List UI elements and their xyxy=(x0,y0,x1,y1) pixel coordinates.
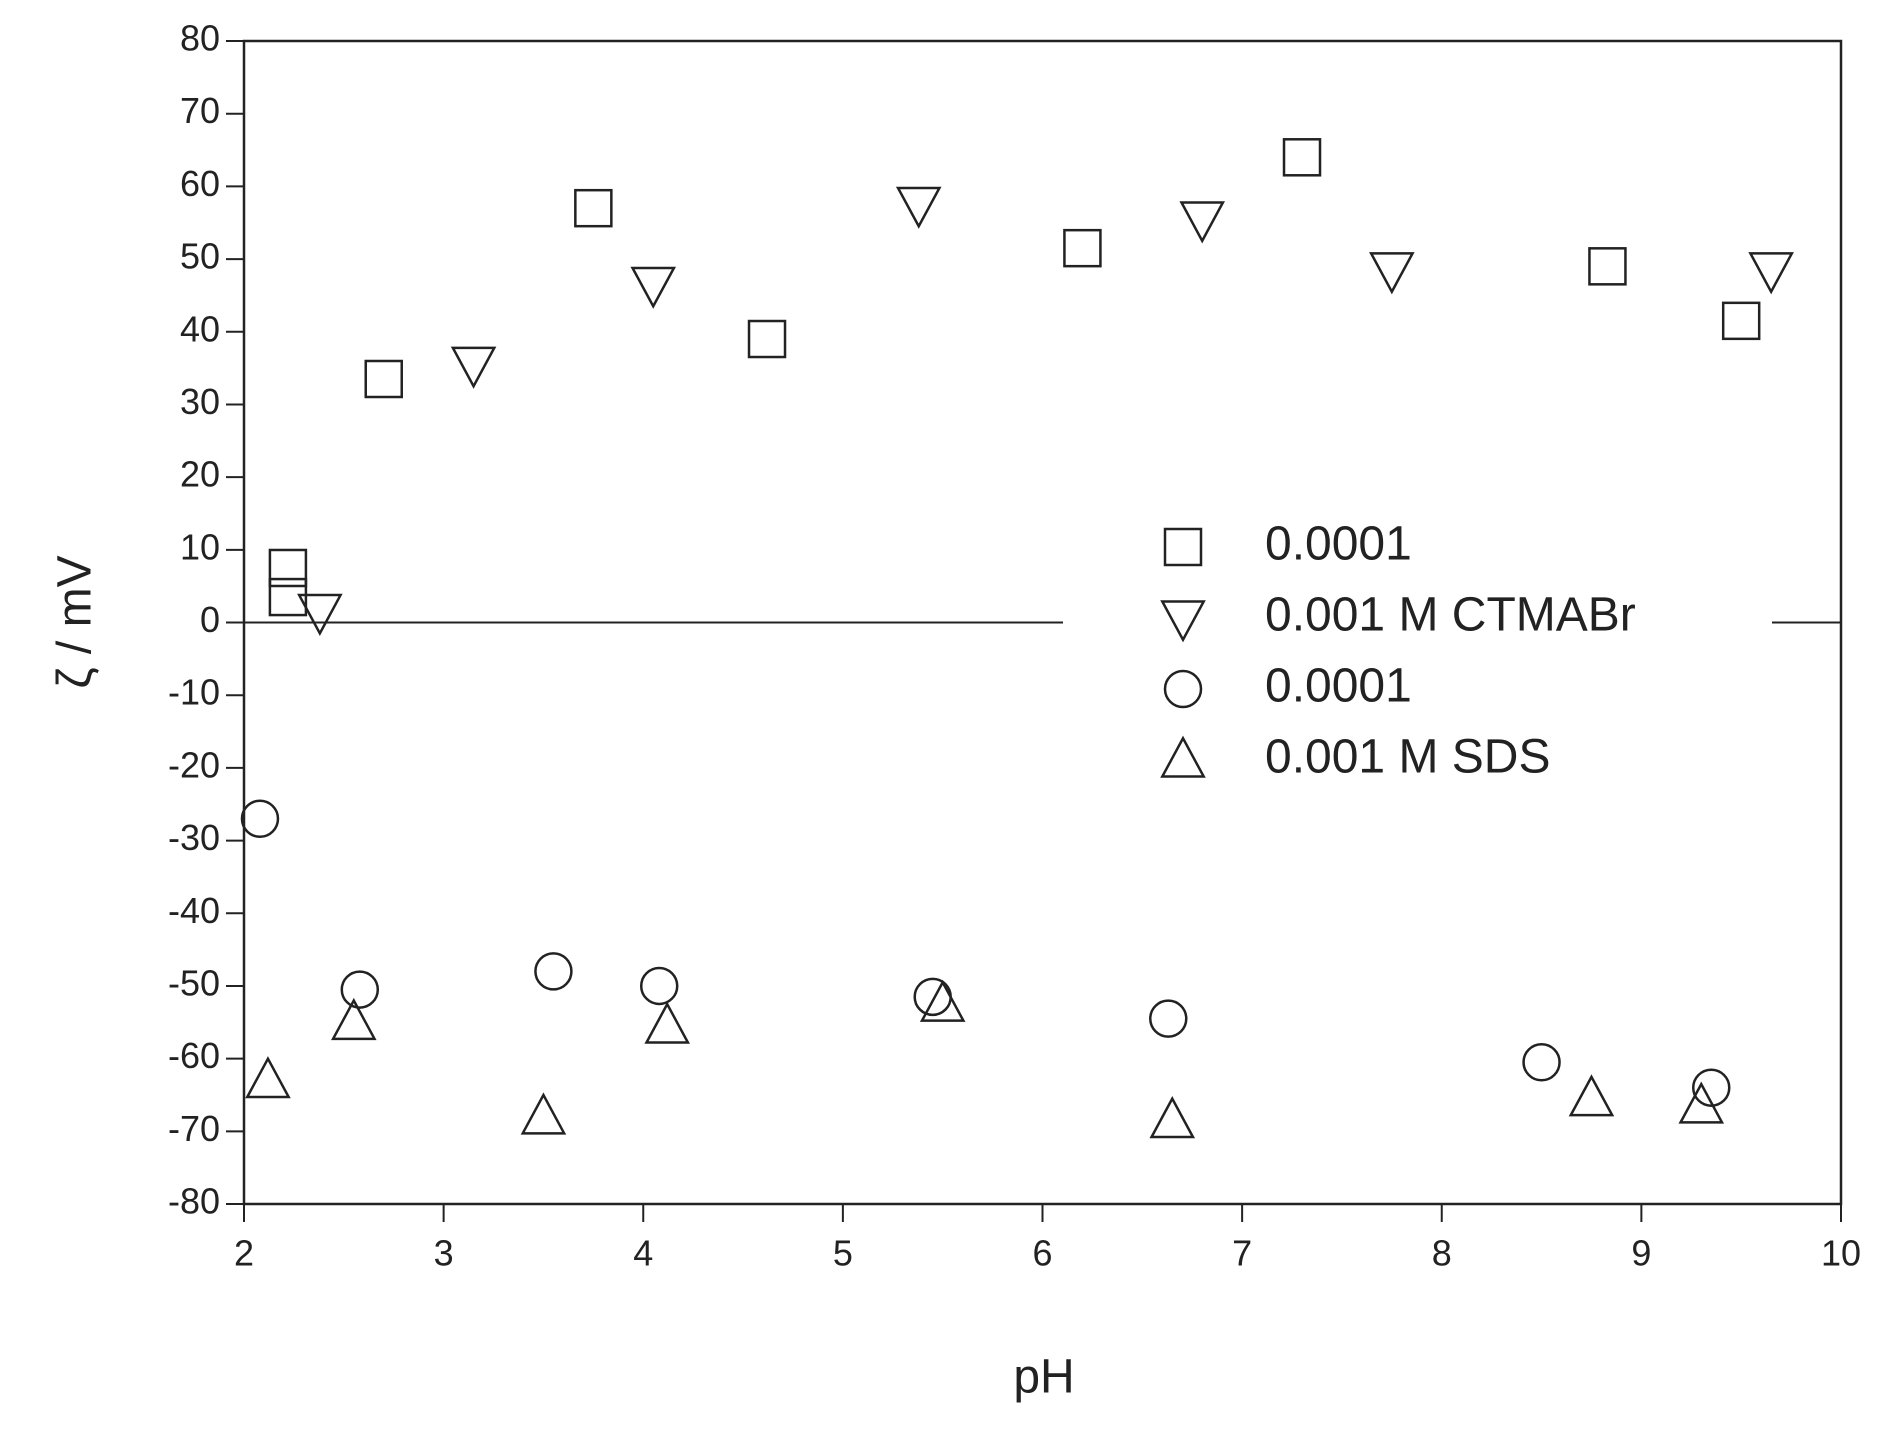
marker-triangle-up xyxy=(1160,735,1206,778)
marker-square xyxy=(1063,228,1102,268)
marker-circle xyxy=(913,977,952,1017)
x-tick-label: 6 xyxy=(1032,1233,1052,1274)
x-tick-label: 9 xyxy=(1631,1233,1651,1274)
marker-circle xyxy=(240,799,280,839)
marker-square xyxy=(1721,301,1761,341)
marker-triangle-down xyxy=(1179,201,1225,244)
marker-square xyxy=(1588,247,1627,286)
x-axis-label: pH xyxy=(1013,1351,1074,1404)
y-tick-label: 50 xyxy=(180,236,220,277)
marker-circle xyxy=(340,970,380,1009)
y-tick-label: -60 xyxy=(168,1035,220,1076)
marker-circle xyxy=(1691,1068,1731,1107)
marker-square xyxy=(268,577,308,617)
y-tick-label: -40 xyxy=(168,890,220,931)
marker-triangle-up xyxy=(919,979,966,1022)
marker-triangle-up xyxy=(1568,1074,1615,1117)
marker-circle xyxy=(639,966,679,1006)
y-tick-label: 60 xyxy=(180,163,220,204)
y-tick-label: 40 xyxy=(180,308,220,349)
y-tick-label: -80 xyxy=(168,1181,220,1222)
legend-box xyxy=(1063,511,1772,794)
marker-triangle-up xyxy=(1149,1096,1196,1139)
legend-label: 0.0001 xyxy=(1265,660,1412,713)
marker-square xyxy=(1282,138,1322,177)
marker-triangle-down xyxy=(895,186,942,229)
marker-triangle-down xyxy=(1748,252,1794,295)
marker-triangle-down xyxy=(1160,600,1206,643)
marker-triangle-down xyxy=(630,266,677,309)
marker-triangle-down xyxy=(1369,252,1415,295)
marker-square xyxy=(1163,527,1203,567)
y-axis-label: ζ / mV xyxy=(49,555,102,688)
x-tick-label: 3 xyxy=(434,1233,454,1274)
marker-triangle-up xyxy=(520,1092,567,1135)
marker-triangle-up xyxy=(330,997,377,1041)
legend-label: 0.001 M SDS xyxy=(1265,731,1550,784)
marker-triangle-up xyxy=(644,1001,691,1044)
marker-circle xyxy=(1149,999,1188,1038)
marker-circle xyxy=(1522,1043,1561,1082)
y-tick-label: 80 xyxy=(180,18,220,59)
y-tick-label: 0 xyxy=(200,599,220,640)
legend-label: 0.001 M CTMABr xyxy=(1265,589,1636,642)
x-tick-label: 10 xyxy=(1821,1233,1861,1274)
marker-square xyxy=(364,359,403,399)
legend-label: 0.0001 xyxy=(1265,518,1412,571)
x-tick-label: 2 xyxy=(234,1233,254,1274)
marker-triangle-down xyxy=(297,593,343,636)
marker-square xyxy=(747,319,787,359)
marker-triangle-up xyxy=(245,1056,291,1099)
x-tick-label: 8 xyxy=(1432,1233,1452,1274)
y-tick-label: 70 xyxy=(180,90,220,131)
y-tick-label: -20 xyxy=(168,744,220,785)
x-tick-label: 5 xyxy=(833,1233,853,1274)
marker-square xyxy=(574,188,613,228)
marker-square xyxy=(268,548,308,588)
y-tick-label: -70 xyxy=(168,1108,220,1149)
y-tick-label: 10 xyxy=(180,526,220,567)
marker-circle xyxy=(1163,669,1203,709)
y-tick-label: -50 xyxy=(168,962,220,1003)
y-tick-label: -10 xyxy=(168,672,220,713)
marker-circle xyxy=(534,952,573,991)
marker-triangle-down xyxy=(450,346,497,389)
y-tick-label: 20 xyxy=(180,454,220,495)
x-tick-label: 7 xyxy=(1232,1233,1252,1274)
x-tick-label: 4 xyxy=(633,1233,653,1274)
marker-triangle-up xyxy=(1678,1081,1725,1124)
y-tick-label: 30 xyxy=(180,381,220,422)
y-tick-label: -30 xyxy=(168,817,220,858)
